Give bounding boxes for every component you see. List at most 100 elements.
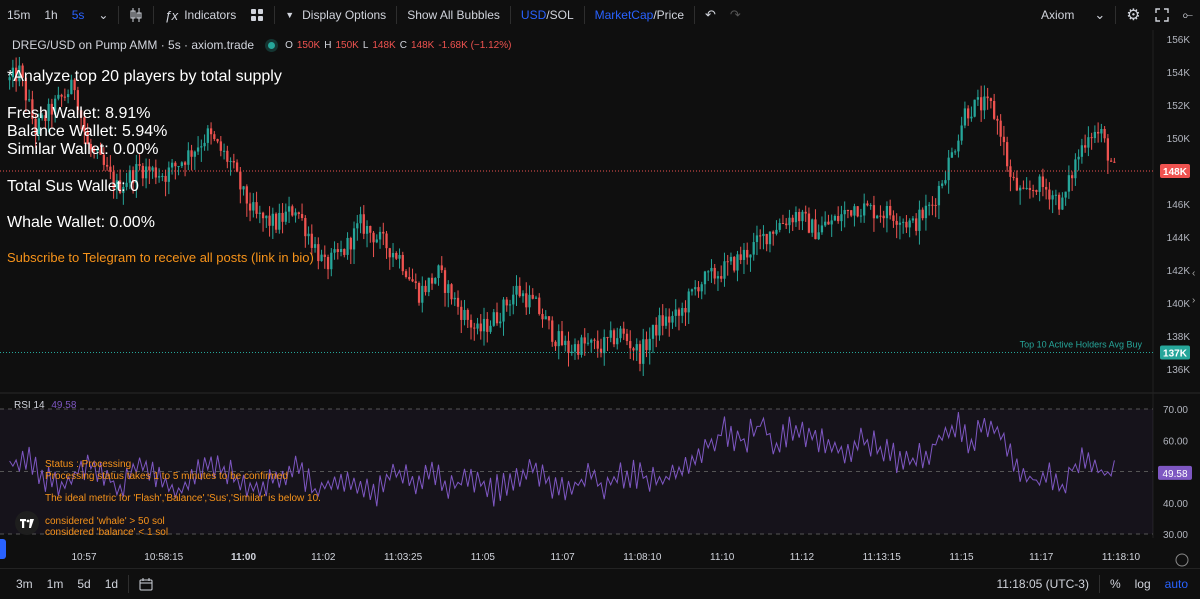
rsi-value-badge[interactable] bbox=[1158, 465, 1192, 480]
interval-dropdown-chevron-icon[interactable]: ⌄ bbox=[98, 8, 109, 22]
ohlc-l-label: L bbox=[362, 39, 369, 51]
candle-body bbox=[726, 261, 729, 263]
candle-body bbox=[375, 239, 378, 243]
candle-body bbox=[50, 103, 54, 115]
timezone-clock[interactable]: 11:18:05 (UTC-3) bbox=[996, 577, 1089, 591]
candle-body bbox=[635, 344, 638, 351]
candle-body bbox=[817, 232, 820, 240]
layouts-button[interactable] bbox=[243, 0, 271, 30]
candle-body bbox=[14, 67, 18, 82]
top-toolbar: 15m 1h 5s ⌄ ƒx Indicators ▼ Display Opti… bbox=[0, 0, 1200, 31]
interval-1h[interactable]: 1h bbox=[44, 8, 58, 22]
percent-scale-toggle[interactable]: % bbox=[1109, 577, 1121, 591]
show-all-bubbles-button[interactable]: Show All Bubbles bbox=[407, 8, 500, 22]
avg-buy-badge[interactable] bbox=[1160, 345, 1190, 360]
range-5d[interactable]: 5d bbox=[77, 577, 91, 591]
candle-body bbox=[122, 186, 125, 193]
candle-body bbox=[736, 254, 739, 271]
candle-body bbox=[248, 203, 252, 211]
candle-body bbox=[612, 330, 616, 345]
tradingview-logo[interactable] bbox=[15, 511, 39, 535]
candle-body bbox=[876, 215, 879, 219]
range-1d[interactable]: 1d bbox=[104, 577, 119, 591]
last-price-badge[interactable] bbox=[1160, 164, 1190, 178]
display-options-button[interactable]: ▼ Display Options bbox=[278, 0, 393, 30]
divider bbox=[694, 6, 695, 24]
candle-body bbox=[570, 351, 573, 354]
candle-body bbox=[1045, 187, 1048, 190]
candle-body bbox=[505, 299, 508, 306]
auto-scale-toggle[interactable]: auto bbox=[1164, 577, 1188, 591]
candle-body bbox=[915, 218, 918, 231]
candle-body bbox=[476, 323, 479, 329]
candle-body bbox=[658, 315, 661, 336]
date-range-button[interactable] bbox=[132, 569, 160, 599]
candle-body bbox=[297, 212, 300, 215]
right-panel-chevron-2[interactable]: › bbox=[1192, 295, 1196, 306]
candle-body bbox=[1035, 190, 1038, 192]
ideal-metric-note: The ideal metric for 'Flash','Balance','… bbox=[45, 493, 321, 504]
rsi-tick-label: 40.00 bbox=[1163, 499, 1188, 510]
candle-body bbox=[762, 233, 765, 237]
candle-body bbox=[395, 253, 398, 259]
candle-body bbox=[554, 341, 557, 347]
range-3m[interactable]: 3m bbox=[16, 577, 33, 591]
candle-body bbox=[648, 338, 651, 351]
candle-body bbox=[154, 167, 157, 178]
candle-body bbox=[502, 299, 505, 322]
candle-body bbox=[466, 310, 469, 320]
candle-body bbox=[222, 150, 226, 152]
candle-body bbox=[1070, 175, 1074, 179]
candle-body bbox=[417, 282, 421, 303]
candle-body bbox=[118, 180, 122, 193]
interval-15m[interactable]: 15m bbox=[7, 8, 31, 22]
left-panel-handle[interactable] bbox=[0, 539, 6, 559]
candle-body bbox=[986, 96, 989, 99]
candle-body bbox=[300, 214, 304, 219]
time-tick-label: 11:08:10 bbox=[623, 552, 662, 563]
ohlc-change: -1.68K (−1.12%) bbox=[438, 39, 512, 51]
candle-body bbox=[619, 328, 622, 339]
time-axis[interactable]: 10:57 10:58:15 11:00 11:02 11:03:25 11:05 11:0… bbox=[71, 552, 1189, 567]
candle-type-button[interactable] bbox=[122, 0, 150, 30]
minimize-button[interactable]: ⟜ bbox=[1176, 0, 1200, 30]
range-1m[interactable]: 1m bbox=[46, 577, 64, 591]
candle-body bbox=[70, 79, 73, 95]
interval-5s[interactable]: 5s bbox=[71, 8, 85, 22]
candle-body bbox=[37, 118, 41, 135]
indicators-button[interactable]: ƒx Indicators bbox=[157, 0, 243, 30]
candle-body bbox=[447, 284, 450, 293]
candle-body bbox=[957, 140, 960, 152]
candle-body bbox=[528, 294, 531, 308]
fullscreen-button[interactable] bbox=[1148, 0, 1176, 30]
right-panel-chevron[interactable]: ‹ bbox=[1192, 268, 1196, 279]
candle-body bbox=[772, 231, 775, 234]
candle-body bbox=[596, 340, 599, 349]
undo-button[interactable]: ↶ bbox=[698, 0, 723, 30]
candle-body bbox=[921, 209, 924, 219]
time-tick-label: 11:07 bbox=[550, 552, 575, 563]
chart-canvas[interactable]: 136K 138K 140K 142K 144K 146K 148K 150K 152K 154K… bbox=[0, 30, 1200, 568]
symbol-legend: DREG/USD on Pump AMM · 5s · axiom.trade … bbox=[12, 38, 511, 52]
candle-body bbox=[27, 99, 31, 101]
price-axis[interactable]: 136K 138K 140K 142K 144K 146K 148K 150K 152K 154K… bbox=[0, 35, 1190, 376]
time-axis-settings-icon[interactable] bbox=[1175, 553, 1189, 567]
settings-button[interactable]: ⚙ bbox=[1119, 0, 1147, 30]
candle-body bbox=[307, 233, 310, 237]
candle-body bbox=[206, 128, 209, 143]
candle-body bbox=[856, 206, 859, 217]
candle-body bbox=[53, 98, 57, 115]
candle-body bbox=[235, 162, 239, 172]
currency-toggle[interactable]: USD / SOL bbox=[520, 8, 574, 22]
total-sus-wallet-stat: Total Sus Wallet: 0 bbox=[7, 178, 139, 195]
candle-body bbox=[346, 237, 349, 255]
price-grid bbox=[0, 30, 1200, 538]
candle-body bbox=[310, 233, 313, 248]
metric-toggle[interactable]: MarketCap / Price bbox=[594, 8, 684, 22]
redo-button[interactable]: ↷ bbox=[723, 0, 748, 30]
ohlc-c-value: 148K bbox=[410, 39, 435, 51]
candle-body bbox=[31, 99, 34, 119]
log-scale-toggle[interactable]: log bbox=[1134, 577, 1151, 591]
account-selector[interactable]: Axiom ⌄ bbox=[1034, 0, 1112, 30]
